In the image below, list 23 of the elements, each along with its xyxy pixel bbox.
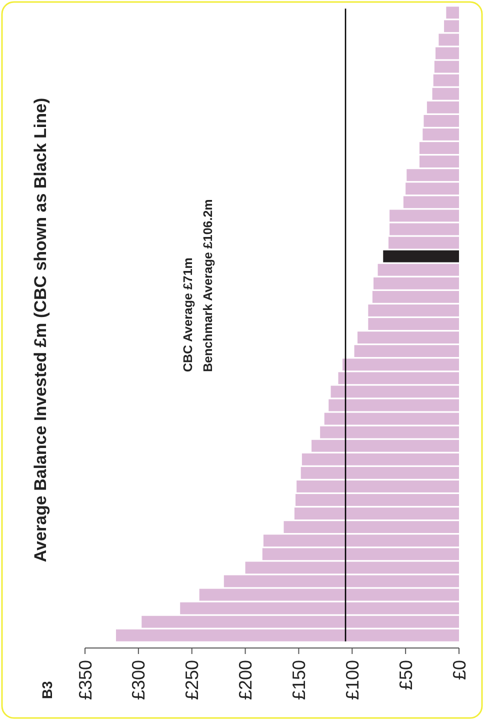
x-tick-label: £50 (396, 660, 416, 690)
bar (180, 602, 459, 614)
bar (199, 588, 459, 601)
x-tick-label: £100 (342, 660, 362, 700)
text: B3 (39, 680, 55, 699)
x-tick-label: £350 (75, 660, 96, 700)
annotation: Benchmark Average £106.2m (201, 199, 215, 372)
bar (383, 250, 459, 262)
bar (438, 34, 459, 46)
text: Average Balance Invested £m (CBC shown as Black Line) (31, 98, 50, 562)
bar (224, 575, 459, 588)
x-tick-label: £0 (449, 660, 470, 680)
bar (390, 223, 459, 236)
x-tick-label: £200 (236, 660, 256, 700)
bar (388, 236, 459, 249)
x-tick-label: £150 (289, 660, 310, 700)
x-tick-label: £250 (182, 660, 202, 700)
bar (435, 47, 459, 60)
bar (324, 412, 459, 425)
annotation: CBC Average £71m (181, 258, 195, 372)
bar (328, 399, 459, 412)
x-tick-label: £300 (128, 660, 149, 700)
bar (434, 60, 459, 73)
